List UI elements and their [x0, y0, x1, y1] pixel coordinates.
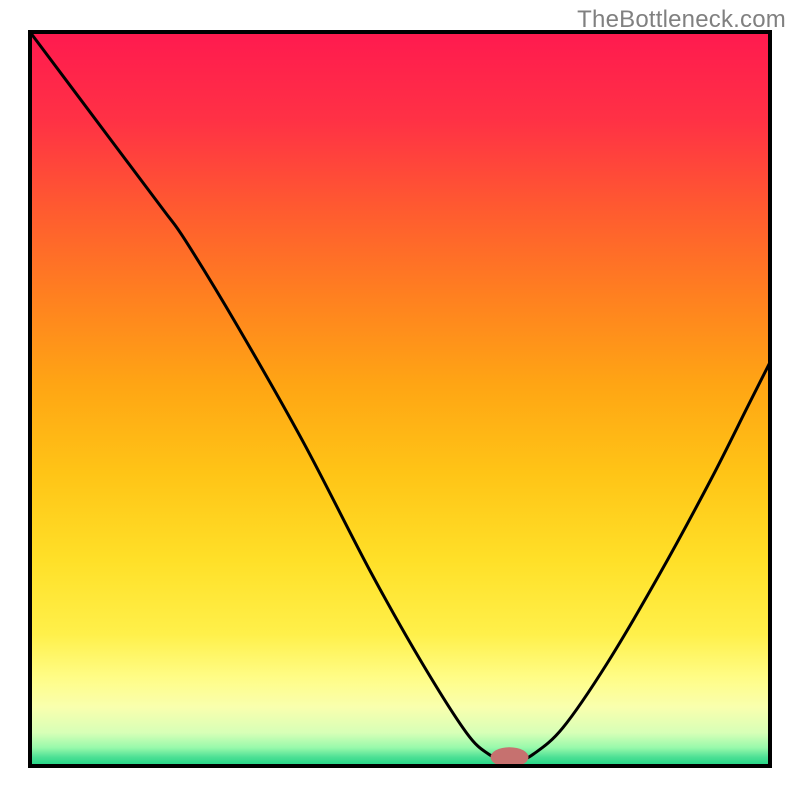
plot-area	[30, 32, 770, 767]
bottleneck-chart	[0, 0, 800, 800]
watermark-text: TheBottleneck.com	[577, 6, 786, 34]
gradient-background	[30, 32, 770, 766]
chart-container: TheBottleneck.com	[0, 0, 800, 800]
